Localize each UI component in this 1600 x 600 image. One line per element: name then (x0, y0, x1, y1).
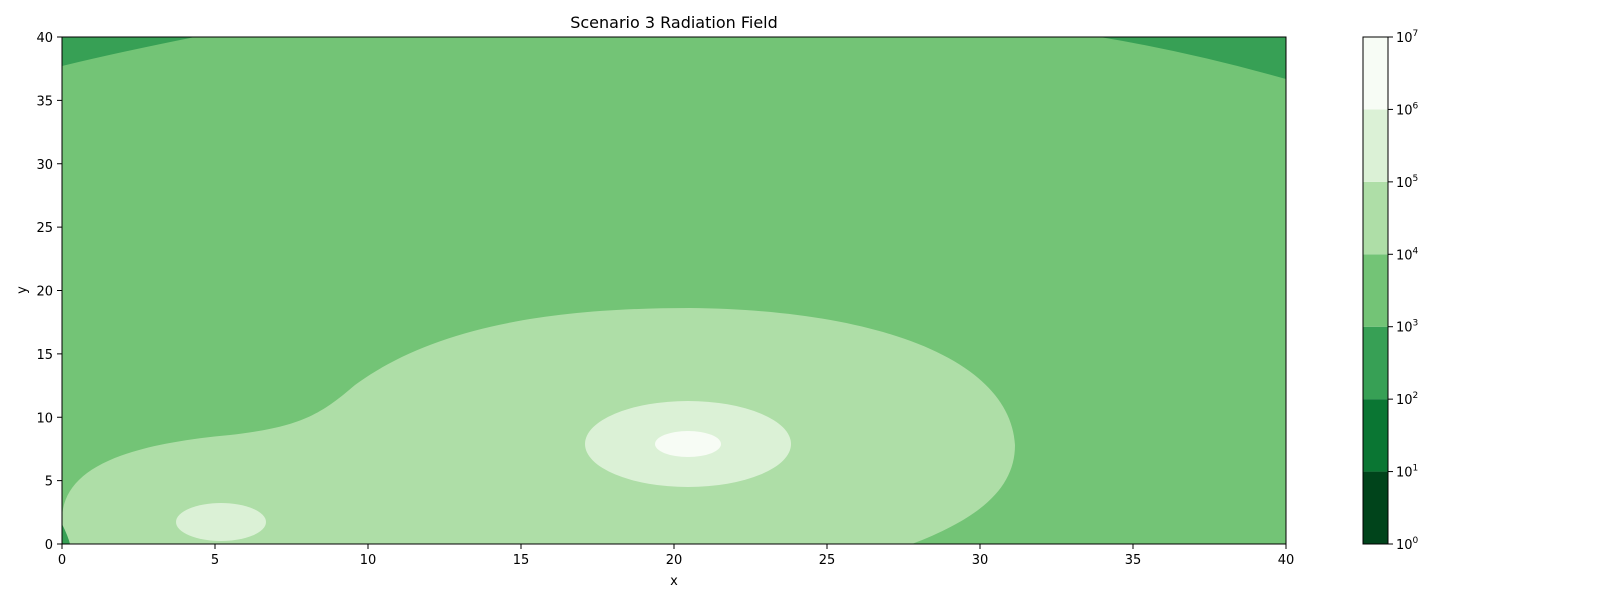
colorbar-tick-label: 100 (1396, 536, 1419, 553)
colorbar-band (1363, 471, 1388, 544)
y-tick-label: 40 (36, 31, 53, 46)
chart-title: Scenario 3 Radiation Field (570, 13, 778, 32)
y-tick-label: 35 (36, 94, 53, 109)
contour-band-1e2-1e3-top-left (62, 37, 195, 66)
contour-band-1e5-1e6-source-small (176, 503, 266, 541)
colorbar-tick-label: 104 (1396, 246, 1419, 263)
x-tick-label: 0 (58, 553, 66, 568)
colorbar (1362, 36, 1389, 545)
colorbar-tick-label: 101 (1396, 464, 1418, 481)
x-tick-label: 25 (819, 553, 836, 568)
y-tick-label: 0 (45, 538, 53, 553)
y-tick-label: 15 (36, 348, 53, 363)
colorbar-band (1363, 254, 1388, 327)
x-axis-label: x (670, 574, 678, 589)
x-tick-label: 30 (972, 553, 989, 568)
x-tick-label: 20 (666, 553, 683, 568)
contour-band-1e2-1e3-bottom-left (62, 524, 70, 544)
contour-band-1e6-1e7-core (655, 431, 721, 457)
colorbar-tick-label: 106 (1396, 101, 1419, 118)
colorbar-band (1363, 181, 1388, 255)
x-tick-label: 35 (1125, 553, 1142, 568)
colorbar-axis: 100 101 102 103 104 105 106 107 (1388, 29, 1419, 553)
colorbar-tick-label: 107 (1396, 29, 1418, 46)
colorbar-frame (1362, 36, 1389, 545)
colorbar-tick-label: 105 (1396, 174, 1418, 191)
contour-band-1e4-1e5 (62, 308, 1015, 544)
colorbar-band (1363, 37, 1388, 110)
x-tick-label: 40 (1278, 553, 1295, 568)
colorbar-tick-label: 103 (1396, 319, 1418, 336)
colorbar-tick-label: 102 (1396, 391, 1418, 408)
y-axis-label: y (15, 286, 30, 294)
colorbar-band (1363, 326, 1388, 400)
x-tick-label: 5 (211, 553, 219, 568)
x-tick-label: 15 (513, 553, 530, 568)
plot-area (62, 37, 1286, 544)
colorbar-band (1363, 109, 1388, 182)
y-axis: 0 5 10 15 20 25 30 35 40 (36, 31, 62, 553)
y-tick-label: 10 (36, 411, 53, 426)
x-tick-label: 10 (360, 553, 377, 568)
y-tick-label: 25 (36, 221, 53, 236)
y-tick-label: 30 (36, 158, 53, 173)
colorbar-band (1363, 399, 1388, 472)
x-axis: 0 5 10 15 20 25 30 35 40 (58, 544, 1294, 568)
contour-band-1e2-1e3-top-right (1100, 37, 1286, 79)
y-tick-label: 5 (45, 475, 53, 490)
y-tick-label: 20 (36, 285, 53, 300)
